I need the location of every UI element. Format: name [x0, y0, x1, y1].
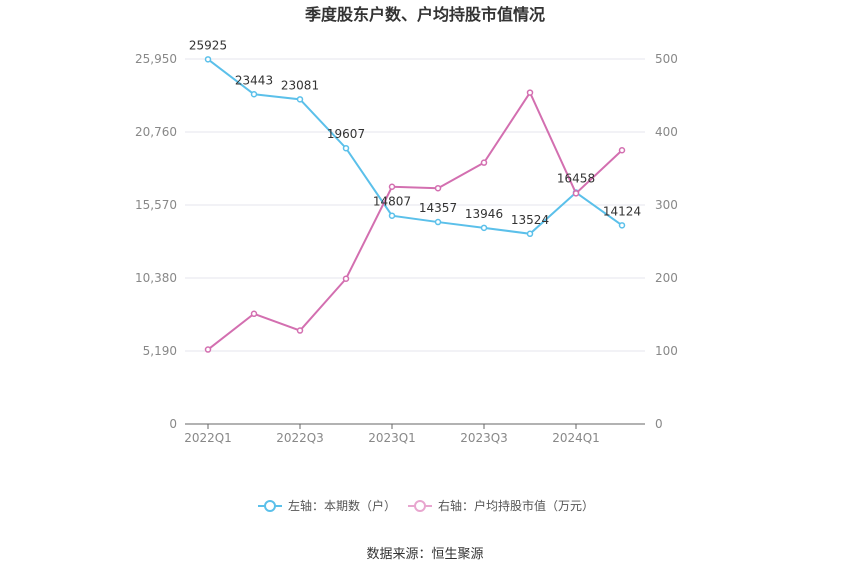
data-label: 19607 [327, 127, 365, 141]
data-point-left [204, 56, 212, 63]
data-label: 13946 [465, 207, 503, 221]
x-axis-tick-label: 2023Q3 [460, 431, 508, 445]
legend-left-label: 左轴：本期数（户） [288, 498, 396, 513]
legend-left-marker [264, 500, 276, 512]
series-line-left [207, 58, 623, 235]
legend-right-label: 右轴：户均持股市值（万元） [438, 498, 594, 513]
data-label: 25925 [189, 38, 227, 52]
right-axis-tick-label: 200 [655, 271, 678, 285]
x-axis-tick-label: 2022Q1 [184, 431, 232, 445]
data-labels: 25925 23443 23081 19607 14807 14357 13946 13524… [189, 38, 641, 226]
data-label: 14807 [373, 195, 411, 209]
data-source: 数据来源：恒生聚源 [366, 547, 483, 562]
legend: 左轴：本期数（户） 右轴：户均持股市值（万元） [258, 498, 594, 513]
data-label: 23443 [235, 73, 273, 87]
data-point-right [250, 310, 258, 318]
data-point-right [480, 159, 488, 166]
x-axis-tick-label: 2024Q1 [552, 431, 600, 445]
right-axis-tick-label: 100 [655, 344, 678, 358]
data-label: 14124 [603, 204, 641, 218]
axes: 0 0 5,190 100 10,380 200 15,570 300 20,760 400 25,… [135, 52, 678, 445]
right-axis-tick-label: 300 [655, 198, 678, 212]
grid-lines [185, 58, 645, 352]
data-label: 16458 [557, 172, 595, 186]
data-point-left [342, 144, 350, 152]
left-axis-tick-label: 5,190 [143, 344, 177, 358]
data-point-left [618, 222, 626, 229]
data-label: 13524 [511, 213, 549, 227]
data-point-left [434, 218, 442, 226]
legend-item-right[interactable]: 右轴：户均持股市值（万元） [408, 498, 594, 513]
data-point-left [296, 96, 304, 103]
data-point-left [250, 91, 258, 98]
legend-right-marker [414, 500, 426, 512]
data-point-left [480, 224, 488, 232]
data-point-right [526, 89, 534, 96]
data-point-right [388, 183, 396, 190]
x-axis-tick-label: 2023Q1 [368, 431, 416, 445]
right-axis-tick-label: 400 [655, 125, 678, 139]
data-point-right [572, 190, 580, 197]
left-axis-tick-label: 20,760 [135, 125, 177, 139]
left-axis-tick-label: 15,570 [135, 198, 177, 212]
right-axis-tick-label: 500 [655, 52, 678, 66]
left-axis-tick-label: 0 [169, 417, 177, 431]
chart-title: 季度股东户数、户均持股市值情况 [304, 5, 545, 24]
data-point-right [296, 327, 304, 334]
data-label: 23081 [281, 78, 319, 92]
left-axis-tick-label: 25,950 [135, 52, 177, 66]
legend-item-left[interactable]: 左轴：本期数（户） [258, 498, 396, 513]
data-point-left [526, 230, 534, 238]
data-point-left [388, 212, 396, 219]
series-line-right [207, 90, 623, 351]
x-axis-tick-label: 2022Q3 [276, 431, 324, 445]
data-label: 14357 [419, 201, 457, 215]
data-point-right [342, 275, 350, 282]
series-layer [204, 56, 626, 353]
right-axis-tick-label: 0 [655, 417, 663, 431]
data-point-right [618, 147, 626, 154]
data-point-right [204, 346, 212, 353]
data-point-right [434, 184, 442, 192]
left-axis-tick-label: 10,380 [135, 271, 177, 285]
